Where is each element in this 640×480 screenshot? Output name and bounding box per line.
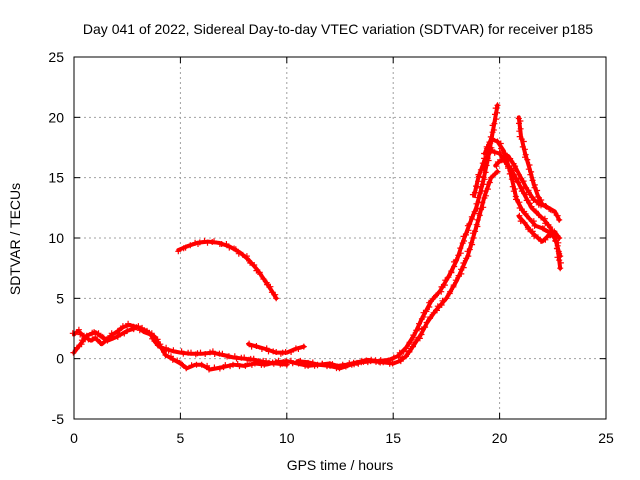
- series-track-3: [175, 237, 280, 302]
- series-track-10: [493, 153, 550, 210]
- y-tick-label: -5: [52, 411, 65, 427]
- series-track-4: [246, 340, 307, 357]
- plus-markers: [516, 212, 563, 244]
- y-tick-label: 10: [48, 230, 64, 246]
- series-track-1: [69, 320, 290, 368]
- y-tick-label: 15: [48, 170, 64, 186]
- series-track-9: [516, 212, 563, 244]
- axes: 0 5 10 15 20 25 -5 0 5 10 15 20 25: [48, 49, 614, 446]
- x-tick-label: 0: [70, 430, 78, 446]
- x-axis-label: GPS time / hours: [287, 457, 394, 473]
- plus-markers: [481, 136, 564, 260]
- plus-markers: [175, 237, 280, 302]
- grid: [74, 57, 606, 419]
- x-tick-label: 10: [279, 430, 295, 446]
- y-tick-label: 0: [56, 351, 64, 367]
- data-series: [69, 102, 564, 373]
- y-tick-label: 20: [48, 109, 64, 125]
- x-tick-label: 15: [385, 430, 401, 446]
- x-tick-label: 20: [492, 430, 508, 446]
- y-tick-label: 25: [48, 49, 64, 65]
- plus-markers: [246, 340, 307, 357]
- plus-markers: [493, 153, 550, 210]
- chart-title: Day 041 of 2022, Sidereal Day-to-day VTE…: [83, 21, 593, 37]
- x-tick-label: 5: [177, 430, 185, 446]
- y-tick-label: 5: [56, 290, 64, 306]
- y-axis-label: SDTVAR / TECUs: [7, 183, 23, 295]
- x-tick-label: 25: [598, 430, 614, 446]
